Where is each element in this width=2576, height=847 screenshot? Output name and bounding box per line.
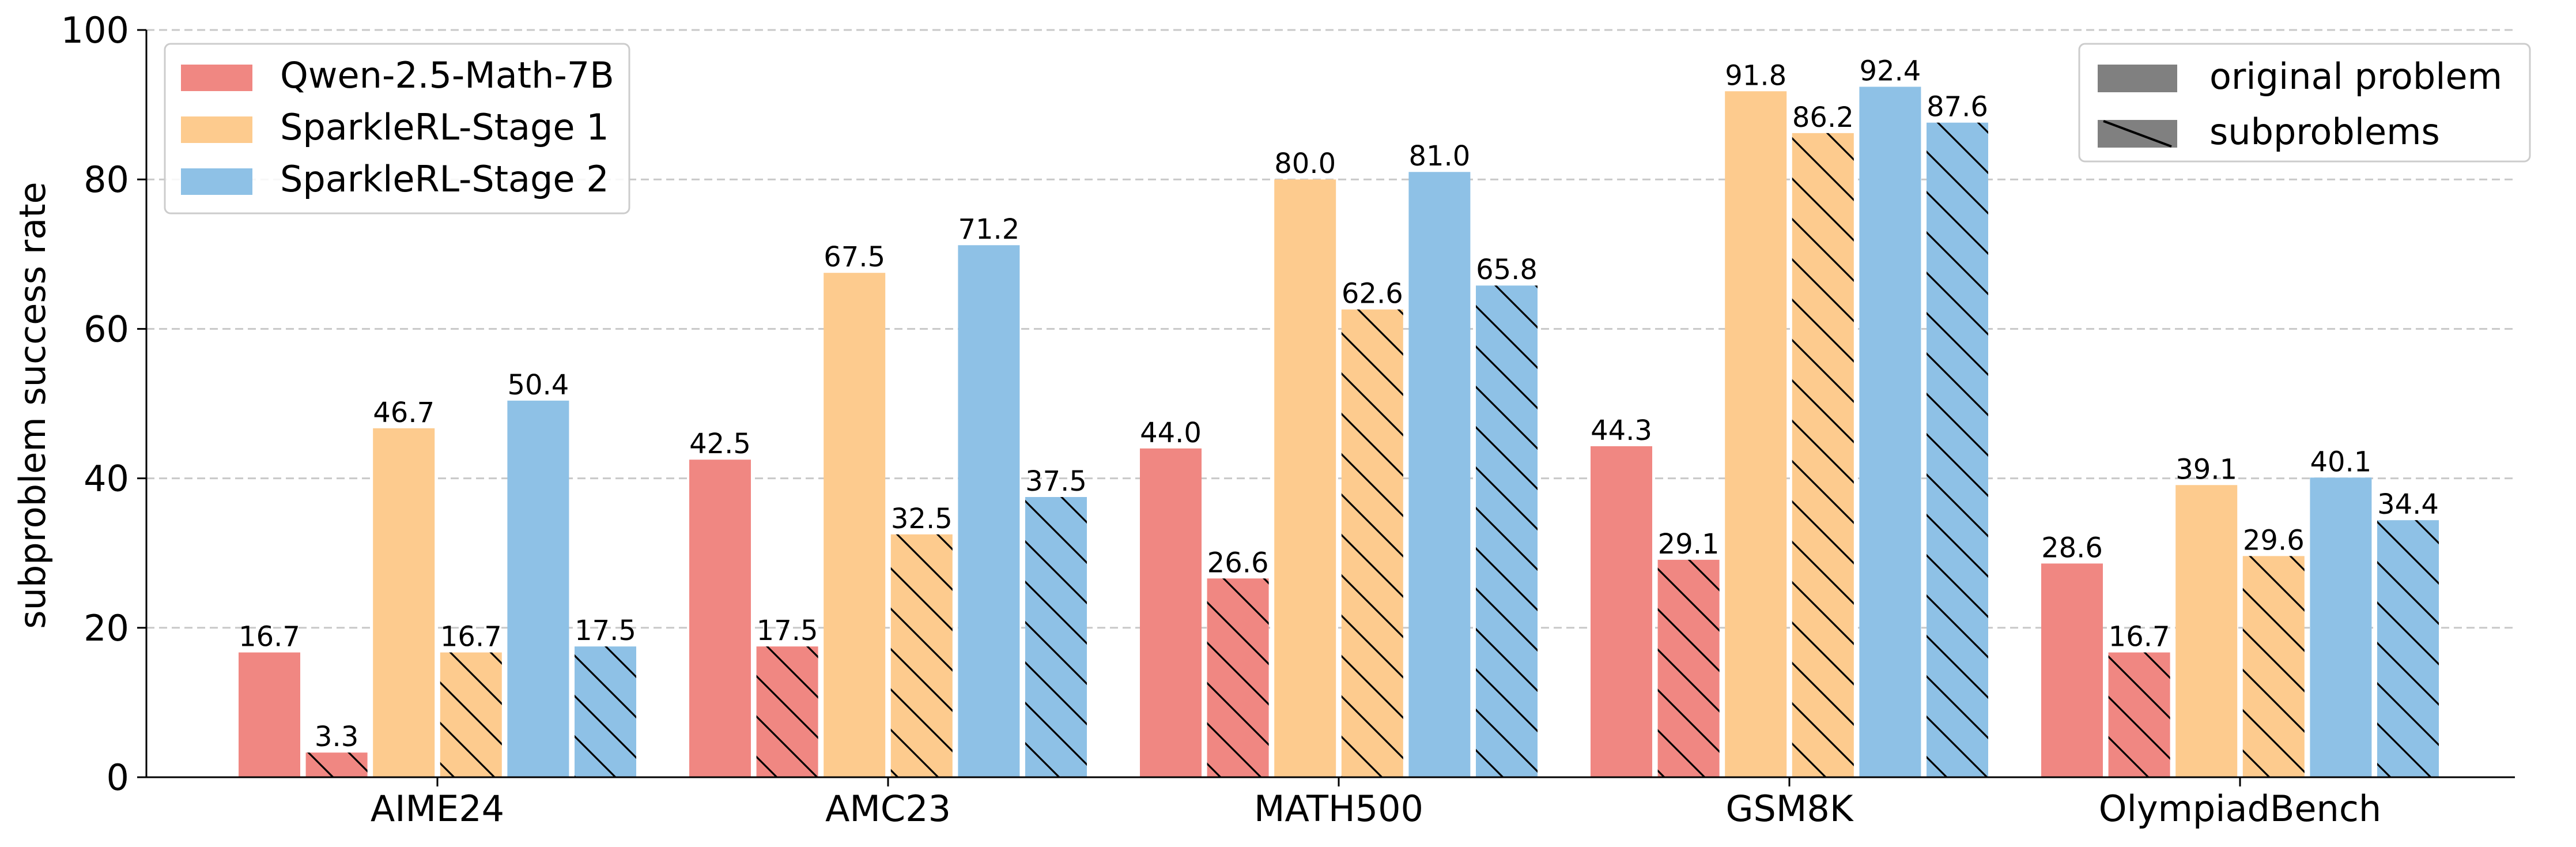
bar-math500-2 <box>1274 179 1336 778</box>
data-label: 91.8 <box>1725 59 1786 92</box>
bar-amc23-4 <box>958 245 1020 777</box>
bar-olympiadbench-2 <box>2175 485 2238 777</box>
bar-math500-4 <box>1408 172 1471 777</box>
bar-aime24-0 <box>239 652 300 777</box>
data-label: 32.5 <box>891 503 953 535</box>
data-label: 42.5 <box>689 428 751 460</box>
bar-math500-0 <box>1140 448 1202 777</box>
data-label: 86.2 <box>1792 101 1854 134</box>
bar-aime24-4 <box>507 400 569 777</box>
data-label: 62.6 <box>1342 278 1403 310</box>
data-label: 16.7 <box>2109 621 2170 653</box>
data-label: 50.4 <box>507 369 569 401</box>
data-label: 87.6 <box>1927 91 1988 123</box>
data-label: 40.1 <box>2310 446 2371 478</box>
bar-amc23-2 <box>824 273 886 777</box>
data-label: 65.8 <box>1476 254 1538 286</box>
legend-label: Qwen-2.5-Math-7B <box>280 54 614 96</box>
bar-hatch <box>2108 652 2170 777</box>
data-label: 29.6 <box>2243 524 2305 556</box>
bar-hatch <box>440 652 502 777</box>
data-label: 44.3 <box>1591 415 1652 447</box>
data-label: 34.4 <box>2377 488 2439 521</box>
data-label: 3.3 <box>315 721 358 753</box>
data-label: 16.7 <box>440 621 502 653</box>
data-label: 67.5 <box>824 241 885 273</box>
axes: 0 20 40 60 80 100 AIME24 AMC23 MATH500 GSM8K Olymp… <box>61 9 2515 830</box>
x-tick-label: OlympiadBench <box>2099 788 2381 830</box>
data-label: 71.2 <box>958 213 1019 246</box>
bar-hatch <box>1207 578 1269 777</box>
legend-label: SparkleRL-Stage 1 <box>280 106 609 148</box>
bar-olympiadbench-4 <box>2310 477 2372 777</box>
bar-hatch <box>890 534 953 777</box>
bar-hatch <box>305 752 368 777</box>
bar-gsm8k-2 <box>1725 91 1787 778</box>
y-tick-label: 100 <box>61 9 129 51</box>
y-tick-label: 0 <box>107 756 129 799</box>
y-tick-label: 60 <box>84 308 129 350</box>
legend-swatch <box>181 65 252 91</box>
bar-amc23-0 <box>689 460 751 777</box>
bar-hatch <box>756 646 818 777</box>
data-label: 17.5 <box>575 615 636 647</box>
bar-hatch <box>1341 309 1403 777</box>
bar-hatch <box>1025 497 1087 777</box>
data-label: 46.7 <box>373 397 435 429</box>
x-tick-label: AIME24 <box>371 788 504 830</box>
legend-swatch <box>181 168 252 195</box>
legend-swatch <box>181 116 252 143</box>
legend-label: SparkleRL-Stage 2 <box>280 158 609 200</box>
y-tick-label: 20 <box>84 607 129 649</box>
data-label: 16.7 <box>239 621 300 653</box>
bar-hatch <box>2242 556 2305 777</box>
y-tick-label: 80 <box>84 159 129 201</box>
legend-hatch <box>2103 120 2172 148</box>
x-tick-label: GSM8K <box>1726 788 1854 830</box>
bar-hatch <box>2377 520 2439 777</box>
bar-gsm8k-4 <box>1859 86 1921 778</box>
data-label: 80.0 <box>1274 148 1336 180</box>
bar-olympiadbench-0 <box>2041 563 2103 777</box>
bar-aime24-2 <box>373 428 435 777</box>
legend-swatch <box>2098 65 2177 92</box>
bar-hatch <box>1657 559 1720 777</box>
data-label: 29.1 <box>1658 528 1720 560</box>
legend-label: subproblems <box>2209 111 2440 153</box>
x-tick-label: MATH500 <box>1254 788 1423 830</box>
bar-hatch <box>1927 122 1988 778</box>
legend-label: original problem <box>2209 55 2502 97</box>
data-label: 17.5 <box>757 615 818 647</box>
bar-hatch <box>1476 285 1538 777</box>
data-labels: 16.7 3.3 46.7 16.7 50.4 17.5 42.5 17.5 67.5 32.5 7… <box>239 55 2439 753</box>
bar-hatch <box>575 646 636 777</box>
bar-gsm8k-0 <box>1591 446 1652 777</box>
legend-frame <box>164 43 630 214</box>
y-axis-title: subproblem success rate <box>12 182 54 628</box>
data-label: 28.6 <box>2041 532 2103 564</box>
bars <box>239 86 2439 778</box>
data-label: 37.5 <box>1025 465 1087 498</box>
x-tick-label: AMC23 <box>825 788 951 830</box>
bar-hatch <box>1792 133 1854 777</box>
data-label: 44.0 <box>1140 417 1202 449</box>
y-tick-label: 40 <box>84 458 129 500</box>
data-label: 92.4 <box>1859 55 1921 87</box>
data-label: 39.1 <box>2175 453 2237 485</box>
data-label: 81.0 <box>1408 140 1470 172</box>
legend-frame <box>2078 43 2531 163</box>
data-label: 26.6 <box>1207 547 1269 579</box>
legend-models: Qwen-2.5-Math-7B SparkleRL-Stage 1 Sparkle… <box>164 43 630 214</box>
legend-kinds: original problem subproblems <box>2078 43 2531 163</box>
